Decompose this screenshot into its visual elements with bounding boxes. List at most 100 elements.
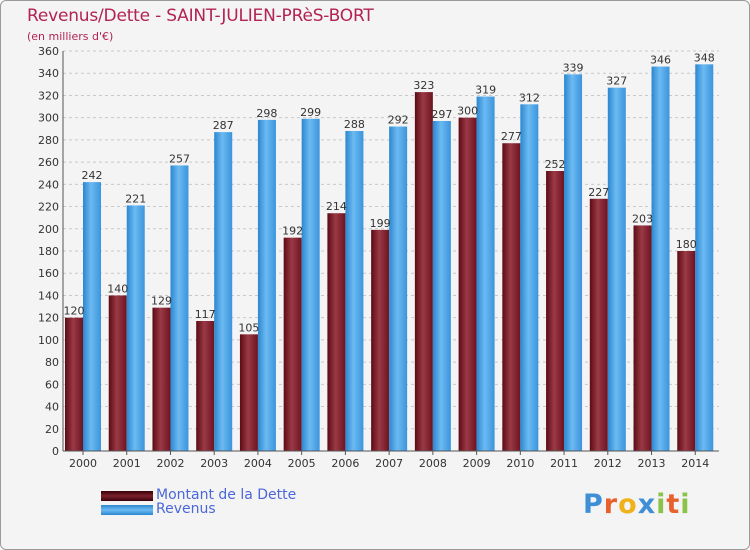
y-tick-label: 240 xyxy=(38,178,59,191)
bar-revenue-2001 xyxy=(126,205,145,451)
x-tick-label-2007: 2007 xyxy=(375,457,403,470)
bar-revenue-2004 xyxy=(257,119,276,451)
bar-revenue-2009 xyxy=(476,96,495,452)
y-tick-label: 180 xyxy=(38,245,59,258)
data-label-debt-2009: 300 xyxy=(457,105,478,118)
data-label-revenue-2004: 298 xyxy=(256,107,277,120)
bar-revenue-2012 xyxy=(607,87,626,452)
data-label-revenue-2007: 292 xyxy=(388,114,409,127)
data-label-debt-2008: 323 xyxy=(413,79,434,92)
data-label-debt-2011: 252 xyxy=(545,158,566,171)
legend-swatch-debt xyxy=(101,491,153,501)
bar-revenue-2002 xyxy=(170,165,189,451)
bar-debt-2002 xyxy=(152,307,171,451)
bar-debt-2013 xyxy=(633,225,652,451)
proxiti-logo: Proxiti xyxy=(583,489,691,520)
y-tick-label: 20 xyxy=(45,423,59,436)
chart-subtitle: (en milliers d'€) xyxy=(27,30,114,43)
data-label-debt-2006: 214 xyxy=(326,200,347,213)
y-tick-label: 140 xyxy=(38,289,59,302)
data-label-revenue-2013: 346 xyxy=(650,54,671,67)
x-tick-label-2010: 2010 xyxy=(506,457,534,470)
data-label-revenue-2011: 339 xyxy=(563,61,584,74)
bar-debt-2007 xyxy=(371,229,390,451)
y-tick-label: 200 xyxy=(38,223,59,236)
data-label-revenue-2005: 299 xyxy=(300,106,321,119)
y-tick-label: 80 xyxy=(45,356,59,369)
x-tick-label-2014: 2014 xyxy=(681,457,709,470)
bar-debt-2008 xyxy=(414,92,433,451)
y-tick-label: 340 xyxy=(38,67,59,80)
bar-revenue-2003 xyxy=(214,132,233,451)
x-tick-label-2001: 2001 xyxy=(113,457,141,470)
data-label-debt-2003: 117 xyxy=(195,308,216,321)
bar-debt-2014 xyxy=(677,251,696,451)
data-label-revenue-2001: 221 xyxy=(125,192,146,205)
bar-revenue-2006 xyxy=(345,131,364,451)
legend-label-debt: Montant de la Dette xyxy=(156,487,297,503)
x-tick-label-2002: 2002 xyxy=(156,457,184,470)
y-tick-label: 360 xyxy=(38,45,59,58)
x-tick-label-2004: 2004 xyxy=(244,457,272,470)
data-label-revenue-2003: 287 xyxy=(213,119,234,132)
y-tick-label: 0 xyxy=(52,445,59,458)
bar-revenue-2005 xyxy=(301,118,320,452)
y-tick-label: 260 xyxy=(38,156,59,169)
y-tick-label: 100 xyxy=(38,334,59,347)
bar-debt-2003 xyxy=(196,321,215,451)
logo-letter: r xyxy=(603,489,619,520)
data-label-revenue-2006: 288 xyxy=(344,118,365,131)
y-tick-label: 320 xyxy=(38,89,59,102)
logo-letter: P xyxy=(583,489,604,520)
data-label-debt-2001: 140 xyxy=(107,282,128,295)
bar-debt-2005 xyxy=(283,237,302,451)
data-label-debt-2007: 199 xyxy=(370,217,391,230)
bar-debt-2012 xyxy=(589,198,608,451)
data-label-debt-2013: 203 xyxy=(632,212,653,225)
bar-debt-2000 xyxy=(65,317,83,451)
bar-revenue-2000 xyxy=(83,182,101,451)
data-label-revenue-2010: 312 xyxy=(519,91,540,104)
bar-revenue-2010 xyxy=(520,104,539,451)
logo-letter: o xyxy=(618,489,638,520)
y-tick-label: 40 xyxy=(45,401,59,414)
x-tick-label-2000: 2000 xyxy=(69,457,97,470)
chart-title: Revenus/Dette - SAINT-JULIEN-PRèS-BORT xyxy=(27,6,374,26)
data-label-revenue-2009: 319 xyxy=(475,84,496,97)
bar-debt-2001 xyxy=(108,295,127,451)
x-tick-label-2012: 2012 xyxy=(594,457,622,470)
data-label-debt-2002: 129 xyxy=(151,295,172,308)
logo-letter: t xyxy=(666,489,681,520)
x-tick-label-2008: 2008 xyxy=(419,457,447,470)
bar-revenue-2013 xyxy=(651,66,670,452)
bar-debt-2009 xyxy=(458,117,477,452)
bar-debt-2011 xyxy=(546,171,565,451)
logo-letter: x xyxy=(637,489,657,520)
x-tick-label-2011: 2011 xyxy=(550,457,578,470)
logo-letter: i xyxy=(680,489,691,520)
data-label-revenue-2008: 297 xyxy=(431,108,452,121)
x-tick-label-2009: 2009 xyxy=(463,457,491,470)
data-label-debt-2005: 192 xyxy=(282,225,303,238)
y-tick-label: 60 xyxy=(45,378,59,391)
x-tick-label-2003: 2003 xyxy=(200,457,228,470)
y-tick-label: 160 xyxy=(38,267,59,280)
bar-revenue-2008 xyxy=(432,121,451,451)
y-tick-label: 120 xyxy=(38,312,59,325)
data-label-revenue-2002: 257 xyxy=(169,152,190,165)
data-label-revenue-2012: 327 xyxy=(606,75,627,88)
legend-label-revenue: Revenus xyxy=(156,501,216,517)
x-tick-label-2013: 2013 xyxy=(638,457,666,470)
legend-swatch-revenue xyxy=(101,505,153,515)
bar-debt-2006 xyxy=(327,213,346,451)
y-tick-label: 280 xyxy=(38,134,59,147)
y-tick-label: 300 xyxy=(38,112,59,125)
bar-revenue-2011 xyxy=(564,74,583,451)
bar-revenue-2007 xyxy=(389,126,408,452)
bar-revenue-2014 xyxy=(695,64,714,452)
data-label-debt-2012: 227 xyxy=(588,186,609,199)
y-tick-label: 220 xyxy=(38,201,59,214)
data-label-revenue-2000: 242 xyxy=(82,169,103,182)
